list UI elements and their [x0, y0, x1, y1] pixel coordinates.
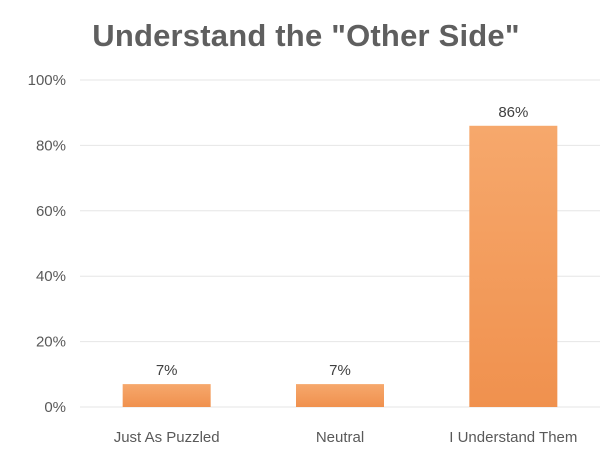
y-axis-tick-labels: 0% 20% 40% 60% 80% 100%: [28, 72, 66, 416]
y-tick-label: 60%: [36, 203, 66, 220]
data-label: 86%: [498, 104, 528, 121]
x-tick-label: Just As Puzzled: [114, 429, 220, 446]
y-tick-label: 20%: [36, 334, 66, 351]
bar: [469, 125, 558, 407]
bar: [296, 384, 384, 407]
data-label: 7%: [156, 362, 178, 379]
bar: [122, 384, 211, 407]
bars: [122, 125, 558, 407]
y-tick-label: 80%: [36, 137, 66, 154]
chart-title: Understand the "Other Side": [92, 18, 520, 53]
data-labels: 7% 7% 86%: [156, 104, 529, 379]
data-label: 7%: [329, 362, 351, 379]
x-tick-label: Neutral: [316, 429, 364, 446]
y-tick-label: 0%: [44, 399, 66, 416]
x-axis-category-labels: Just As Puzzled Neutral I Understand Them: [114, 429, 578, 446]
y-tick-label: 40%: [36, 268, 66, 285]
y-tick-label: 100%: [28, 72, 66, 89]
x-tick-label: I Understand Them: [449, 429, 577, 446]
